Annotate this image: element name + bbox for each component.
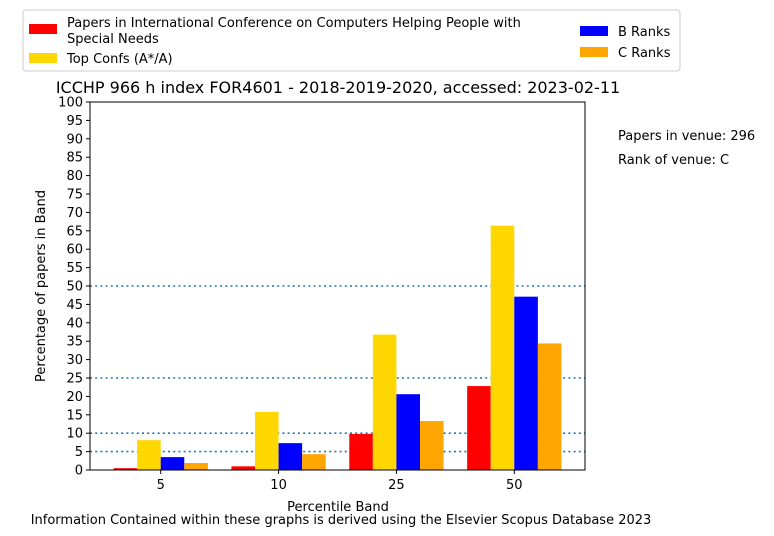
bar-5-series-0 bbox=[113, 468, 138, 470]
y-tick-label: 55 bbox=[66, 261, 83, 276]
y-tick-label: 40 bbox=[66, 316, 83, 331]
legend-label-c-ranks: C Ranks bbox=[618, 46, 671, 61]
x-tick-label: 25 bbox=[388, 478, 405, 493]
legend-swatch-b-ranks bbox=[580, 26, 608, 36]
y-tick-label: 85 bbox=[66, 151, 83, 166]
legend-label-venue-line1: Papers in International Conference on Co… bbox=[67, 16, 521, 31]
y-tick-label: 15 bbox=[66, 408, 83, 423]
bar-5-series-1 bbox=[137, 440, 161, 470]
bar-10-series-1 bbox=[255, 411, 279, 470]
bar-25-series-0 bbox=[349, 433, 373, 470]
x-tick-label: 10 bbox=[270, 478, 287, 493]
y-axis: 0 5 10 15 20 25 30 35 40 45 50 55 60 65 70 75 80 85 90 95 10… bbox=[58, 96, 90, 479]
legend-label-venue-line2: Special Needs bbox=[67, 32, 159, 47]
bar-50-series-0 bbox=[467, 386, 491, 470]
x-tick-label: 5 bbox=[157, 478, 165, 493]
bar-50-series-1 bbox=[490, 225, 515, 470]
legend-swatch-c-ranks bbox=[580, 47, 608, 57]
y-tick-label: 20 bbox=[66, 390, 83, 405]
y-tick-label: 100 bbox=[58, 96, 83, 111]
bar-50-series-3 bbox=[537, 343, 562, 470]
venue-rank-annotation: Rank of venue: C bbox=[618, 153, 729, 168]
chart-title: ICCHP 966 h index FOR4601 - 2018-2019-20… bbox=[56, 78, 620, 97]
y-tick-label: 50 bbox=[66, 280, 83, 295]
y-tick-label: 80 bbox=[66, 169, 83, 184]
y-tick-label: 30 bbox=[66, 353, 83, 368]
legend-label-top-confs: Top Confs (A*/A) bbox=[66, 52, 173, 67]
bar-25-series-1 bbox=[372, 334, 397, 470]
bar-5-series-2 bbox=[160, 457, 185, 470]
bar-25-series-3 bbox=[420, 421, 444, 470]
bar-10-series-3 bbox=[302, 454, 326, 470]
bar-10-series-0 bbox=[231, 466, 255, 470]
x-tick-label: 50 bbox=[506, 478, 523, 493]
bar-50-series-2 bbox=[514, 296, 538, 470]
y-tick-label: 10 bbox=[66, 427, 83, 442]
bar-5-series-3 bbox=[184, 463, 208, 470]
y-tick-label: 65 bbox=[66, 224, 83, 239]
y-tick-label: 70 bbox=[66, 206, 83, 221]
y-tick-label: 45 bbox=[66, 298, 83, 313]
y-tick-label: 75 bbox=[66, 188, 83, 203]
footer-note: Information Contained within these graph… bbox=[31, 513, 652, 528]
y-tick-label: 5 bbox=[75, 445, 83, 460]
bars bbox=[113, 225, 562, 470]
legend-swatch-top-confs bbox=[29, 53, 57, 63]
x-axis: 5 10 25 50 bbox=[157, 470, 523, 493]
bar-10-series-2 bbox=[278, 443, 303, 470]
venue-papers-annotation: Papers in venue: 296 bbox=[618, 129, 755, 144]
y-tick-label: 95 bbox=[66, 114, 83, 129]
y-tick-label: 60 bbox=[66, 243, 83, 258]
y-axis-label: Percentage of papers in Band bbox=[34, 190, 49, 382]
legend-box bbox=[22, 9, 681, 72]
y-tick-label: 90 bbox=[66, 132, 83, 147]
legend-label-b-ranks: B Ranks bbox=[618, 25, 671, 40]
bar-25-series-2 bbox=[396, 394, 420, 470]
x-axis-label: Percentile Band bbox=[287, 500, 389, 515]
legend-swatch-venue bbox=[29, 24, 57, 34]
legend: Papers in International Conference on Co… bbox=[22, 9, 681, 72]
y-tick-label: 25 bbox=[66, 372, 83, 387]
y-tick-label: 0 bbox=[75, 464, 83, 479]
y-tick-label: 35 bbox=[66, 335, 83, 350]
